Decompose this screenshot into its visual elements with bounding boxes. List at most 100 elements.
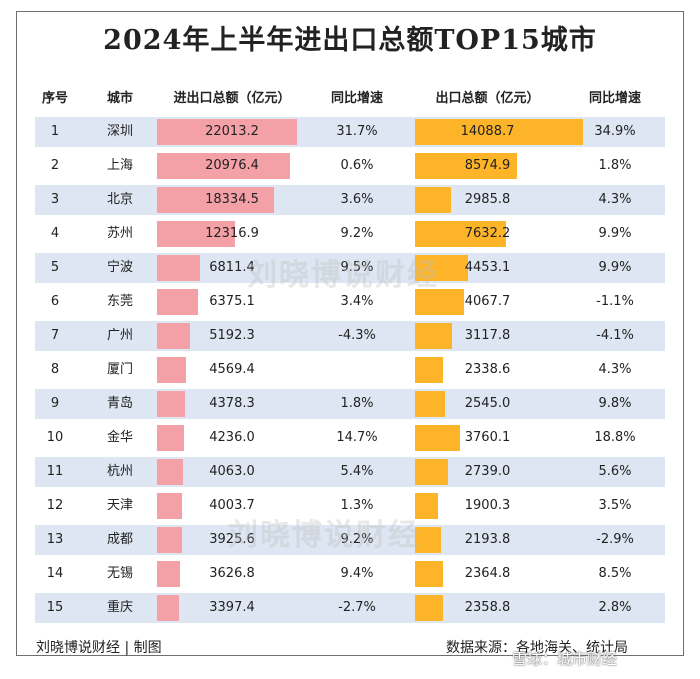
export-bar	[415, 391, 446, 417]
table-row: 11 杭州 4063.0 5.4% 2739.0 5.6%	[35, 457, 665, 487]
watermark-lower: 刘晓博说财经	[228, 518, 420, 553]
table-row: 12 天津 4003.7 1.3% 1900.3 3.5%	[35, 491, 665, 521]
export-yoy-value: 18.8%	[594, 430, 636, 445]
city-cell: 北京	[106, 192, 133, 207]
rank-cell: 15	[46, 600, 64, 615]
export-bar	[415, 493, 438, 519]
total-yoy-value: 5.4%	[340, 464, 374, 479]
city-cell: 深圳	[106, 124, 133, 139]
total-bar	[157, 119, 297, 145]
export-value: 4453.1	[464, 260, 511, 275]
table-row: 7 广州 5192.3 -4.3% 3117.8 -4.1%	[35, 321, 665, 351]
total-bar	[157, 323, 191, 349]
table-row: 2 上海 20976.4 0.6% 8574.9 1.8%	[35, 151, 665, 181]
export-bar	[415, 425, 460, 451]
total-value: 12316.9	[205, 226, 259, 241]
rank-cell: 4	[50, 226, 60, 241]
export-value: 2545.0	[464, 396, 511, 411]
export-bar	[415, 119, 583, 145]
platform-badge: 雪球：城市财经	[512, 650, 618, 668]
export-bar	[415, 561, 444, 587]
export-bar	[415, 153, 518, 179]
total-value: 6375.1	[209, 294, 255, 309]
export-bar	[415, 459, 448, 485]
footer-source: 数据来源：各地海关、统计局	[446, 640, 628, 656]
export-bar	[415, 323, 453, 349]
city-cell: 广州	[106, 328, 133, 343]
table-row: 8 厦门 4569.4 2338.6 4.3%	[35, 355, 665, 385]
chart-title: 2024年上半年进出口总额TOP15城市	[103, 25, 597, 56]
total-yoy-value	[312, 355, 402, 385]
header-city: 城市	[106, 91, 133, 106]
city-cell: 东莞	[106, 294, 133, 309]
city-cell: 宁波	[106, 260, 133, 275]
export-bar	[415, 357, 443, 383]
total-value: 4236.0	[209, 430, 255, 445]
header-total: 进出口总额（亿元）	[173, 91, 291, 106]
export-value: 3760.1	[464, 430, 511, 445]
rank-cell: 11	[46, 464, 64, 479]
total-bar	[157, 255, 201, 281]
total-yoy-value: 9.2%	[340, 532, 374, 547]
export-bar	[415, 187, 451, 213]
total-value: 6811.4	[209, 260, 255, 275]
export-yoy-value: 9.8%	[598, 396, 632, 411]
total-yoy-value: 9.2%	[340, 226, 374, 241]
total-value: 4003.7	[209, 498, 255, 513]
rank-cell: 8	[50, 362, 60, 377]
export-bar	[415, 255, 469, 281]
total-yoy-value: 14.7%	[336, 430, 378, 445]
export-bar	[415, 221, 506, 247]
total-bar	[157, 527, 182, 553]
export-value: 3117.8	[464, 328, 511, 343]
rank-cell: 12	[46, 498, 64, 513]
total-bar	[157, 425, 184, 451]
total-value: 18334.5	[205, 192, 259, 207]
total-value: 5192.3	[209, 328, 255, 343]
total-bar	[157, 459, 183, 485]
export-yoy-value: 5.6%	[598, 464, 632, 479]
total-yoy-value: 31.7%	[336, 124, 378, 139]
total-bar	[157, 221, 236, 247]
city-cell: 金华	[106, 430, 133, 445]
export-yoy-value: -1.1%	[596, 294, 634, 309]
export-value: 2193.8	[464, 532, 511, 547]
export-bar	[415, 527, 442, 553]
export-yoy-value: 2.8%	[598, 600, 632, 615]
table-row: 10 金华 4236.0 14.7% 3760.1 18.8%	[35, 423, 665, 453]
city-cell: 无锡	[106, 566, 133, 581]
total-yoy-value: 9.4%	[340, 566, 374, 581]
total-bar	[157, 493, 183, 519]
rank-cell: 9	[50, 396, 60, 411]
export-yoy-value: -2.9%	[596, 532, 634, 547]
export-value: 2739.0	[464, 464, 511, 479]
table-row: 4 苏州 12316.9 9.2% 7632.2 9.9%	[35, 219, 665, 249]
export-value: 14088.7	[460, 124, 515, 139]
export-value: 4067.7	[464, 294, 511, 309]
header-export-yoy: 同比增速	[588, 91, 641, 106]
city-cell: 重庆	[106, 600, 133, 615]
total-value: 3925.6	[209, 532, 255, 547]
total-value: 3626.8	[209, 566, 255, 581]
table-row: 14 无锡 3626.8 9.4% 2364.8 8.5%	[35, 559, 665, 589]
rank-cell: 3	[50, 192, 60, 207]
table-row: 15 重庆 3397.4 -2.7% 2358.8 2.8%	[35, 593, 665, 623]
rank-cell: 1	[50, 124, 60, 139]
total-yoy-value: 9.5%	[340, 260, 374, 275]
rank-cell: 14	[46, 566, 64, 581]
export-yoy-value: 4.3%	[598, 192, 632, 207]
header-export: 出口总额（亿元）	[435, 91, 540, 106]
total-bar	[157, 187, 274, 213]
total-yoy-value: -2.7%	[338, 600, 376, 615]
rank-cell: 10	[46, 430, 64, 445]
export-yoy-value: 9.9%	[598, 260, 632, 275]
export-value: 2985.8	[464, 192, 511, 207]
rank-cell: 2	[50, 158, 60, 173]
export-value: 8574.9	[464, 158, 511, 173]
export-value: 2338.6	[464, 362, 511, 377]
total-value: 20976.4	[205, 158, 259, 173]
export-value: 7632.2	[464, 226, 511, 241]
export-yoy-value: 3.5%	[598, 498, 632, 513]
table-row: 1 深圳 22013.2 31.7% 14088.7 34.9%	[35, 117, 665, 147]
rank-cell: 7	[50, 328, 60, 343]
